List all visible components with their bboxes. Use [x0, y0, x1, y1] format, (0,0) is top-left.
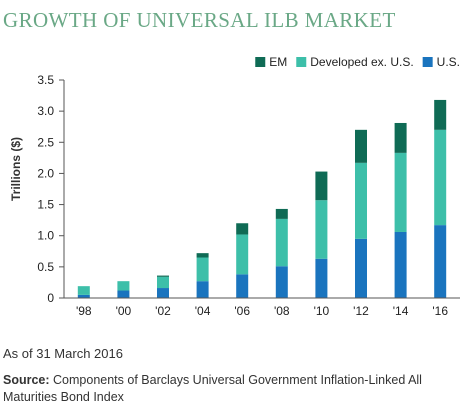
- x-tick-label: '10: [314, 304, 330, 318]
- y-tick-label: 0.5: [37, 260, 54, 274]
- bar-segment-em: [434, 99, 447, 130]
- y-axis: 0 0.5 1.0 1.5 2.0 2.5 3.0 3.5: [37, 73, 65, 305]
- bar-segment-u-s: [394, 231, 407, 298]
- y-tick-label: 3.0: [37, 104, 54, 118]
- bar-segment-developed-ex-u-s: [236, 234, 249, 275]
- y-tick-label: 2.5: [37, 135, 54, 149]
- source-label: Source:: [3, 373, 50, 387]
- bar-segment-u-s: [434, 225, 447, 298]
- bar-segment-developed-ex-u-s: [117, 281, 130, 291]
- legend-swatch: [296, 57, 307, 67]
- y-tick-label: 1.0: [37, 229, 54, 243]
- bar-segment-developed-ex-u-s: [77, 286, 90, 295]
- bar-segment-developed-ex-u-s: [355, 162, 367, 239]
- bar-segment-em: [275, 208, 288, 219]
- bar-segment-em: [236, 223, 249, 235]
- y-tick-label: 3.5: [37, 73, 54, 87]
- bar-segment-developed-ex-u-s: [315, 200, 328, 259]
- stacked-bar-chart: EM Developed ex. U.S. U.S. Trillions ($) 0…: [9, 55, 460, 318]
- x-tick-label: '08: [274, 304, 290, 318]
- y-tick-label: 2.0: [37, 166, 54, 180]
- bar-segment-developed-ex-u-s: [196, 257, 209, 282]
- bar-segment-em: [157, 275, 169, 277]
- bar-segment-u-s: [355, 238, 367, 298]
- y-tick-label: 1.5: [37, 198, 54, 212]
- x-tick-label: '98: [76, 304, 92, 318]
- source-note: Source: Components of Barclays Universal…: [3, 372, 463, 406]
- bars: [77, 99, 447, 298]
- bar-segment-developed-ex-u-s: [157, 276, 169, 289]
- y-tick-label: 0: [47, 291, 54, 305]
- x-tick-label: '00: [116, 304, 132, 318]
- chart-title: GROWTH OF UNIVERSAL ILB MARKET: [3, 8, 396, 32]
- x-tick-label: '06: [234, 304, 250, 318]
- x-axis: '98 '00 '02 '04 '06 '08 '10 '12 '14 '16: [64, 297, 460, 318]
- bar-segment-u-s: [315, 258, 328, 298]
- x-tick-label: '02: [155, 304, 171, 318]
- legend: EM Developed ex. U.S. U.S.: [255, 55, 460, 69]
- legend-swatch: [255, 57, 266, 67]
- x-tick-label: '14: [393, 304, 409, 318]
- bar-segment-u-s: [236, 274, 249, 298]
- legend-label: EM: [269, 55, 287, 69]
- bar-segment-em: [355, 129, 367, 163]
- legend-label: Developed ex. U.S.: [310, 55, 413, 69]
- x-tick-label: '04: [195, 304, 211, 318]
- bar-segment-developed-ex-u-s: [434, 129, 447, 226]
- legend-swatch: [422, 57, 433, 67]
- bar-segment-u-s: [196, 281, 209, 298]
- source-text: Components of Barclays Universal Governm…: [3, 373, 422, 404]
- as-of-note: As of 31 March 2016: [3, 346, 123, 361]
- bar-segment-u-s: [77, 294, 90, 298]
- bar-segment-developed-ex-u-s: [394, 152, 407, 232]
- x-tick-label: '16: [432, 304, 448, 318]
- y-axis-label: Trillions ($): [9, 137, 23, 201]
- x-tick-label: '12: [353, 304, 369, 318]
- bar-segment-u-s: [275, 266, 288, 298]
- bar-segment-em: [196, 253, 209, 258]
- bar-segment-em: [315, 171, 328, 201]
- bar-segment-u-s: [157, 288, 169, 298]
- bar-segment-developed-ex-u-s: [275, 218, 288, 267]
- legend-label: U.S.: [437, 55, 460, 69]
- bar-segment-u-s: [117, 290, 130, 298]
- bar-segment-em: [394, 122, 407, 153]
